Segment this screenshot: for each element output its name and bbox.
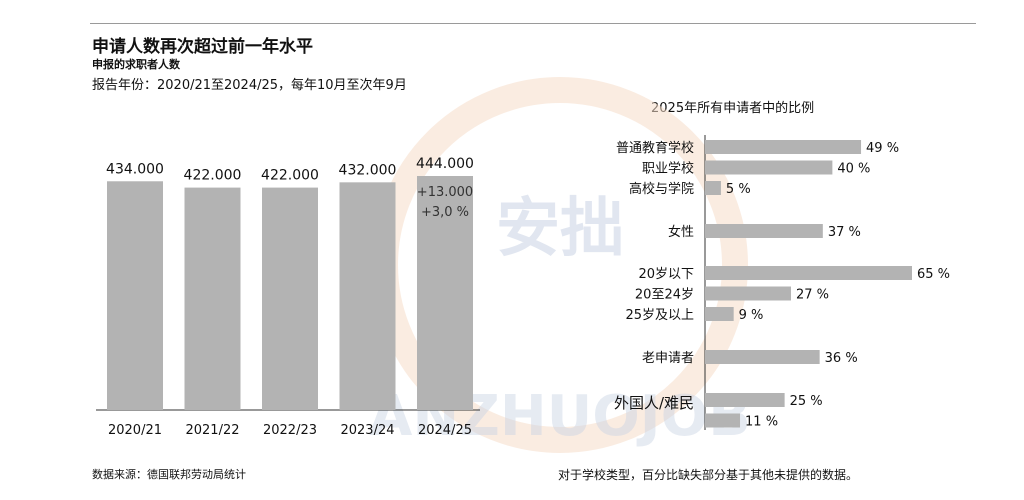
change-annotation: +13.000 <box>417 185 473 200</box>
share-value-label: 9 % <box>739 308 764 323</box>
row-label: 女性 <box>668 224 694 240</box>
share-bar <box>705 393 785 407</box>
bar-value-label: 422.000 <box>261 168 319 184</box>
x-tick-label: 2020/21 <box>108 423 162 438</box>
bar-value-label: 422.000 <box>184 168 242 184</box>
share-value-label: 27 % <box>796 288 829 303</box>
share-value-label: 11 % <box>745 415 778 430</box>
bar-2024/25 <box>417 176 473 410</box>
reporting-period: 报告年份：2020/21至2024/25，每年10月至次年9月 <box>92 78 407 93</box>
row-label: 20至24岁 <box>635 288 694 303</box>
chart-subtitle: 申报的求职者人数 <box>92 58 180 71</box>
data-source: 数据来源：德国联邦劳动局统计 <box>92 468 246 481</box>
share-bar <box>705 413 741 428</box>
share-bar <box>705 307 734 321</box>
share-value-label: 36 % <box>825 351 858 366</box>
share-value-label: 5 % <box>726 182 751 197</box>
bar-2023/24 <box>339 182 396 410</box>
row-label: 25岁及以上 <box>625 308 694 323</box>
share-value-label: 49 % <box>866 141 899 156</box>
chart-title: 申请人数再次超过前一年水平 <box>92 37 313 57</box>
bar-value-label: 444.000 <box>416 156 474 172</box>
x-tick-label: 2023/24 <box>340 423 394 438</box>
row-label: 老申请者 <box>642 351 694 366</box>
bar-value-label: 434.000 <box>106 161 164 177</box>
share-bar <box>705 350 820 364</box>
bar-value-label: 432.000 <box>339 162 397 178</box>
x-tick-label: 2021/22 <box>185 423 239 438</box>
row-label: 高校与学院 <box>629 181 694 197</box>
bar-2022/23 <box>262 187 318 410</box>
share-bar <box>705 160 833 175</box>
row-label: 职业学校 <box>642 161 694 177</box>
x-tick-label: 2024/25 <box>418 423 472 438</box>
x-tick-label: 2022/23 <box>263 423 317 438</box>
group-label: 外国人/难民 <box>614 394 694 412</box>
share-value-label: 37 % <box>828 225 861 240</box>
share-value-label: 40 % <box>837 162 870 177</box>
row-label: 普通教育学校 <box>616 140 694 156</box>
bar-2020/21 <box>107 181 163 410</box>
share-bar <box>705 266 912 280</box>
share-bar <box>705 224 823 238</box>
share-value-label: 65 % <box>917 267 950 282</box>
footnote: 对于学校类型，百分比缺失部分基于其他未提供的数据。 <box>558 468 859 482</box>
change-annotation: +3,0 % <box>421 205 469 220</box>
top-divider <box>90 23 976 24</box>
share-bar <box>705 181 721 195</box>
share-bar <box>705 140 862 154</box>
share-bar <box>705 286 791 301</box>
row-label: 20岁以下 <box>638 267 694 282</box>
share-value-label: 25 % <box>790 394 823 409</box>
bar-2021/22 <box>184 187 241 410</box>
